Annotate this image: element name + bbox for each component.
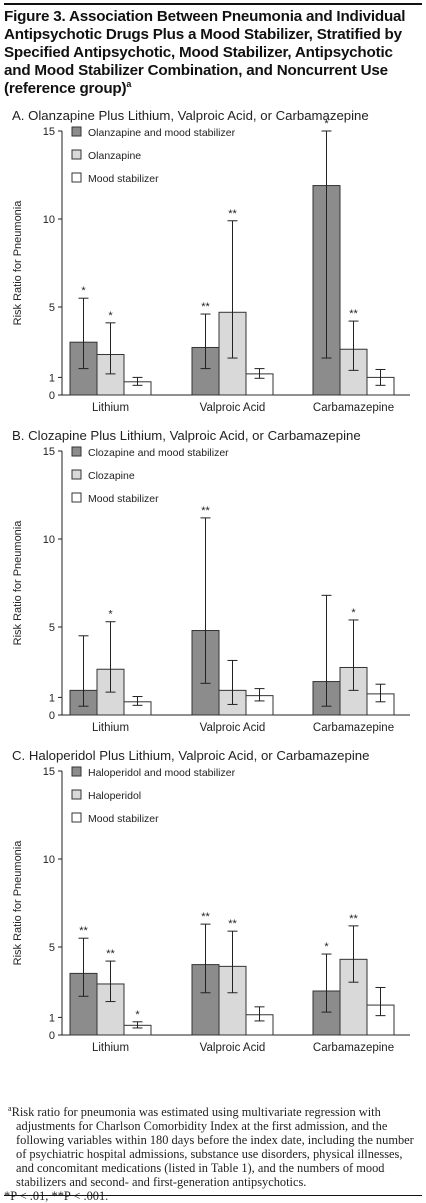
bottom-rule [4, 1195, 422, 1196]
significance-label: * [324, 941, 329, 953]
footnote-a: aRisk ratio for pneumonia was estimated … [4, 1102, 422, 1189]
significance-label: ** [349, 913, 358, 925]
footnote-a-marker: a [8, 1104, 12, 1113]
y-tick-label: 5 [49, 302, 55, 314]
x-category-label: Carbamazepine [313, 402, 394, 414]
y-tick-label: 1 [49, 372, 55, 384]
y-tick-label: 15 [43, 126, 55, 138]
y-tick-label: 5 [49, 942, 55, 954]
panel-title: B. Clozapine Plus Lithium, Valproic Acid… [12, 428, 361, 443]
significance-label: ** [228, 918, 237, 930]
legend-label: Haloperidol [88, 790, 141, 802]
x-category-label: Lithium [92, 1042, 129, 1054]
significance-label: ** [201, 301, 210, 313]
significance-label: ** [201, 911, 210, 923]
panel-b-chart: B. Clozapine Plus Lithium, Valproic Acid… [12, 428, 410, 734]
legend-swatch [71, 766, 82, 777]
footnote-a-text: Risk ratio for pneumonia was estimated u… [11, 1105, 414, 1190]
x-category-label: Lithium [92, 402, 129, 414]
x-category-label: Valproic Acid [200, 1042, 266, 1054]
y-tick-label: 10 [43, 214, 55, 226]
legend-label: Clozapine and mood stabilizer [88, 447, 229, 459]
panel-title: C. Haloperidol Plus Lithium, Valproic Ac… [12, 748, 369, 763]
figure-title-text: Figure 3. Association Between Pneumonia … [4, 8, 406, 97]
significance-label: ** [228, 208, 237, 220]
legend-swatch [71, 469, 82, 480]
y-tick-label: 10 [43, 854, 55, 866]
legend-swatch [71, 126, 82, 137]
significance-label: * [108, 310, 113, 322]
panel-a-chart: A. Olanzapine Plus Lithium, Valproic Aci… [12, 108, 410, 414]
significance-label: * [108, 609, 113, 621]
significance-label: ** [349, 308, 358, 320]
panel-c-chart: C. Haloperidol Plus Lithium, Valproic Ac… [12, 748, 410, 1054]
y-axis-label: Risk Ratio for Pneumonia [12, 840, 24, 966]
x-category-label: Lithium [92, 722, 129, 734]
significance-label: ** [201, 505, 210, 517]
figure-title-superscript: a [126, 78, 132, 89]
y-axis-label: Risk Ratio for Pneumonia [12, 520, 24, 646]
significance-label: ** [106, 948, 115, 960]
legend-swatch [71, 789, 82, 800]
legend-label: Clozapine [88, 470, 135, 482]
x-category-label: Carbamazepine [313, 722, 394, 734]
x-category-label: Valproic Acid [200, 722, 266, 734]
y-tick-label: 5 [49, 622, 55, 634]
significance-label: * [135, 1009, 140, 1021]
x-category-label: Carbamazepine [313, 1042, 394, 1054]
legend-swatch [71, 446, 82, 457]
y-axis-label: Risk Ratio for Pneumonia [12, 200, 24, 326]
y-tick-label: 15 [43, 446, 55, 458]
significance-label: * [351, 607, 356, 619]
legend-swatch [71, 492, 82, 503]
figure-title: Figure 3. Association Between Pneumonia … [4, 8, 420, 98]
x-category-label: Valproic Acid [200, 402, 266, 414]
significance-label: ** [79, 925, 88, 937]
legend-swatch [71, 812, 82, 823]
legend-label: Olanzapine and mood stabilizer [88, 127, 236, 139]
footnote-p-values: *P < .01, **P < .001. [4, 1189, 109, 1203]
legend-label: Mood stabilizer [88, 173, 159, 185]
legend-label: Mood stabilizer [88, 493, 159, 505]
legend-label: Haloperidol and mood stabilizer [88, 767, 236, 779]
y-tick-label: 1 [49, 692, 55, 704]
y-tick-label: 1 [49, 1012, 55, 1024]
panel-title: A. Olanzapine Plus Lithium, Valproic Aci… [12, 108, 369, 123]
legend-label: Mood stabilizer [88, 813, 159, 825]
top-rule [4, 3, 422, 5]
y-tick-label: 0 [49, 1030, 55, 1042]
footnotes: aRisk ratio for pneumonia was estimated … [4, 1102, 422, 1203]
y-tick-label: 15 [43, 766, 55, 778]
y-tick-label: 0 [49, 390, 55, 402]
legend-swatch [71, 172, 82, 183]
y-tick-label: 10 [43, 534, 55, 546]
legend-swatch [71, 149, 82, 160]
y-tick-label: 0 [49, 710, 55, 722]
significance-label: * [324, 118, 329, 130]
significance-label: * [81, 285, 86, 297]
legend-label: Olanzapine [88, 150, 141, 162]
